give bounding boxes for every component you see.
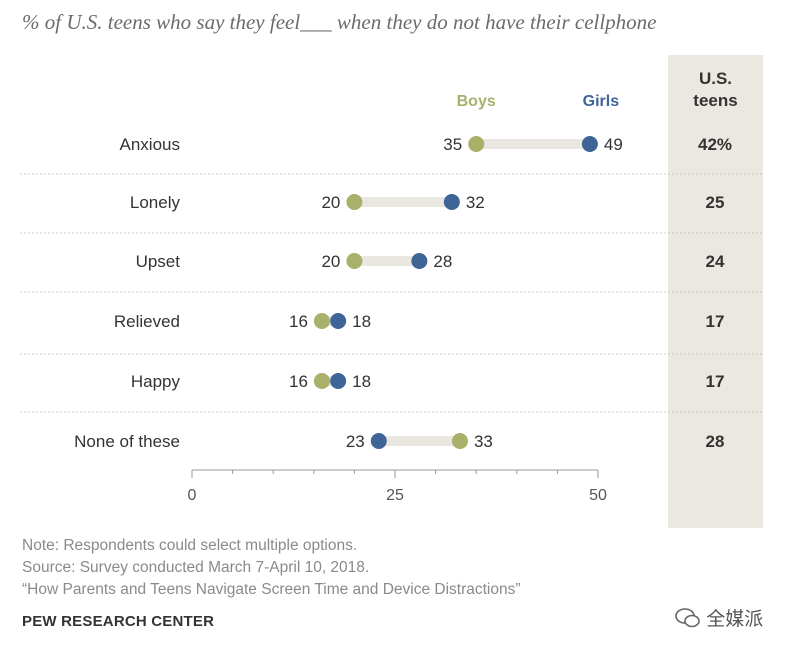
organization-name: PEW RESEARCH CENTER (22, 613, 215, 630)
girls-dot (330, 373, 347, 389)
us-teens-header: U.S. teens (668, 68, 763, 112)
girls-dot (370, 433, 387, 449)
chart-title: % of U.S. teens who say they feel___ whe… (22, 10, 657, 34)
us-teens-value: 17 (706, 312, 725, 331)
value-label: 20 (321, 193, 340, 212)
value-label: 16 (289, 372, 308, 391)
x-tick-label: 0 (188, 487, 197, 504)
x-tick-label: 50 (589, 487, 607, 504)
us-teens-value: 28 (706, 432, 725, 451)
girls-dot (411, 253, 428, 269)
value-label: 49 (604, 135, 623, 154)
legend-girls: Girls (583, 93, 620, 110)
value-label: 20 (321, 252, 340, 271)
watermark-text: 全媒派 (706, 609, 764, 630)
watermark: 全媒派 (675, 604, 763, 631)
us-teens-value: 42% (698, 135, 732, 154)
boys-dot (346, 194, 363, 210)
x-tick-label: 25 (386, 487, 404, 504)
source-text: Source: Survey conducted March 7-April 1… (22, 559, 370, 576)
us-teens-value: 24 (706, 252, 725, 271)
boys-dot (451, 433, 468, 449)
legend-boys: Boys (457, 93, 496, 110)
value-label: 18 (352, 312, 371, 331)
category-label: Lonely (130, 193, 181, 212)
us-teens-value: 17 (706, 372, 725, 391)
girls-dot (443, 194, 460, 210)
girls-dot (581, 136, 598, 152)
us-teens-header-line1: U.S. (698, 69, 733, 88)
note-text: Note: Respondents could select multiple … (22, 537, 358, 554)
chart-notes: Note: Respondents could select multiple … (22, 535, 521, 601)
value-label: 28 (433, 252, 452, 271)
value-label: 32 (466, 193, 485, 212)
boys-dot (468, 136, 485, 152)
us-teens-column (668, 55, 763, 528)
value-label: 18 (352, 372, 371, 391)
us-teens-header-line2: teens (693, 91, 738, 110)
value-label: 35 (443, 135, 462, 154)
value-label: 33 (474, 432, 493, 451)
girls-dot (330, 313, 347, 329)
wechat-icon (675, 608, 700, 628)
category-label: None of these (74, 432, 180, 451)
category-label: Happy (131, 372, 181, 391)
boys-dot (346, 253, 363, 269)
value-label: 16 (289, 312, 308, 331)
boys-dot (313, 313, 330, 329)
report-title: “How Parents and Teens Navigate Screen T… (22, 581, 521, 598)
category-label: Upset (136, 252, 181, 271)
category-label: Relieved (114, 312, 180, 331)
category-label: Anxious (120, 135, 180, 154)
us-teens-value: 25 (706, 193, 725, 212)
value-label: 23 (346, 432, 365, 451)
boys-dot (313, 373, 330, 389)
